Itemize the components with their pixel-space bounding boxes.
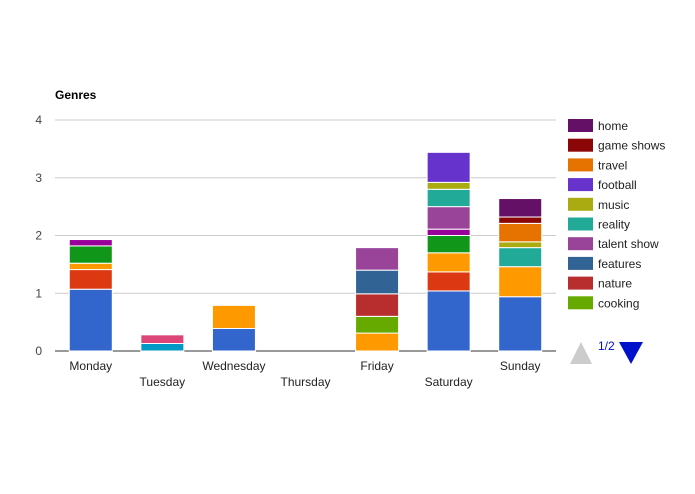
bar-segment-sunday-14[interactable]	[498, 222, 543, 243]
x-tick-label: Saturday	[425, 375, 473, 389]
x-tick-label: Monday	[69, 359, 112, 373]
bar-segment-monday-1[interactable]	[68, 269, 113, 290]
y-tick-label: 4	[35, 113, 42, 127]
bar-segment-friday-9[interactable]	[355, 269, 400, 295]
legend-swatch	[568, 158, 593, 172]
legend-label: travel	[598, 158, 627, 172]
legend-label: features	[598, 257, 641, 271]
bar-segment-saturday-13[interactable]	[426, 151, 471, 183]
bar-segment-friday-10[interactable]	[355, 247, 400, 271]
bar-segment-monday-3[interactable]	[68, 245, 113, 264]
chart-title: Genres	[55, 88, 97, 102]
bar-segment-saturday-12[interactable]	[426, 181, 471, 190]
x-tick-label: Thursday	[280, 375, 330, 389]
x-tick-label: Sunday	[500, 359, 541, 373]
legend-label: cooking	[598, 296, 639, 310]
legend-next-page-icon[interactable]	[619, 342, 643, 364]
bar-segment-monday-4[interactable]	[68, 239, 113, 247]
bar-segment-wednesday-2[interactable]	[211, 304, 256, 329]
bar-segment-sunday-0[interactable]	[498, 296, 543, 352]
legend-item[interactable]: nature	[568, 276, 632, 291]
bar-segment-friday-8[interactable]	[355, 293, 400, 317]
legend-swatch	[568, 276, 593, 290]
legend-label: music	[598, 198, 629, 212]
legend-item[interactable]: cooking	[568, 296, 639, 310]
bar-segment-wednesday-0[interactable]	[211, 327, 256, 352]
legend-label: reality	[598, 218, 630, 232]
legend-item[interactable]: home	[568, 119, 628, 133]
legend-item[interactable]: reality	[568, 217, 630, 232]
legend-page-indicator: 1/2	[598, 339, 615, 353]
legend-label: game shows	[598, 139, 665, 153]
bar-segment-sunday-15[interactable]	[498, 216, 543, 224]
x-tick-label: Tuesday	[140, 375, 186, 389]
legend-prev-page-icon[interactable]	[570, 342, 592, 364]
y-tick-label: 0	[35, 344, 42, 358]
y-tick-label: 1	[35, 286, 42, 300]
bar-segment-saturday-1[interactable]	[426, 271, 471, 292]
bar-segment-friday-7[interactable]	[355, 315, 400, 334]
bar-segment-sunday-12[interactable]	[498, 241, 543, 249]
legend-label: home	[598, 119, 628, 133]
legend-item[interactable]: game shows	[568, 138, 665, 153]
bar-segment-monday-2[interactable]	[68, 262, 113, 271]
x-tick-label: Wednesday	[202, 359, 265, 373]
y-tick-label: 3	[35, 171, 42, 185]
bar-segment-saturday-2[interactable]	[426, 252, 471, 273]
legend-item[interactable]: travel	[568, 158, 627, 172]
bar-segment-saturday-3[interactable]	[426, 235, 471, 254]
legend-swatch	[568, 237, 593, 251]
legend-item[interactable]: music	[568, 197, 629, 212]
y-tick-label: 2	[35, 229, 42, 243]
bar-segment-tuesday-5[interactable]	[140, 342, 185, 352]
bar-segment-sunday-2[interactable]	[498, 266, 543, 298]
bar-segment-saturday-11[interactable]	[426, 188, 471, 208]
legend-label: talent show	[598, 237, 659, 251]
legend-swatch	[568, 296, 593, 310]
bar-segment-saturday-4[interactable]	[426, 228, 471, 237]
legend-swatch	[568, 138, 593, 152]
bar-segment-saturday-10[interactable]	[426, 206, 471, 230]
legend-item[interactable]: football	[568, 178, 637, 192]
legend-item[interactable]: talent show	[568, 237, 659, 251]
legend-label: nature	[598, 277, 632, 291]
legend-swatch	[568, 178, 593, 192]
legend-item[interactable]: features	[568, 256, 641, 271]
bar-segment-sunday-11[interactable]	[498, 247, 543, 268]
legend-swatch	[568, 256, 593, 270]
legend-swatch	[568, 197, 593, 211]
legend-swatch	[568, 217, 593, 231]
bar-segment-monday-0[interactable]	[68, 288, 113, 352]
legend-swatch	[568, 119, 593, 132]
legend-label: football	[598, 178, 637, 192]
bar-segment-saturday-0[interactable]	[426, 290, 471, 352]
bar-segment-sunday-16[interactable]	[498, 198, 543, 218]
x-tick-label: Friday	[360, 359, 393, 373]
bar-segment-tuesday-6[interactable]	[140, 334, 185, 344]
bar-segment-friday-2[interactable]	[355, 332, 400, 352]
